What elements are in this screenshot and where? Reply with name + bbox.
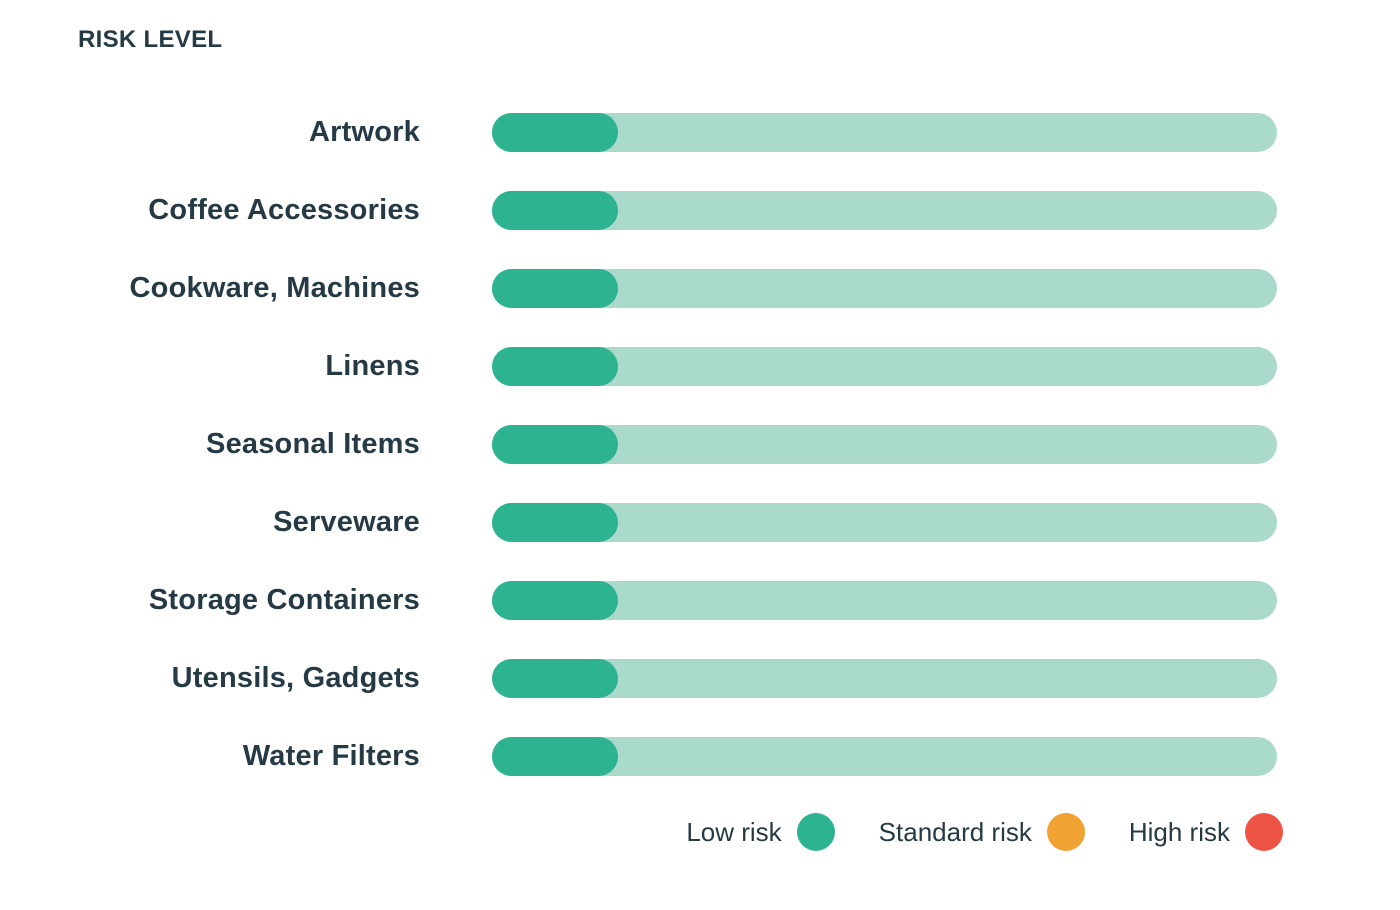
chart-row: Utensils, Gadgets: [0, 659, 1400, 698]
bar-track: [492, 269, 1277, 308]
category-label: Linens: [325, 350, 420, 382]
legend: Low risk Standard risk High risk: [686, 813, 1283, 851]
category-label: Water Filters: [242, 740, 420, 772]
bar-track: [492, 113, 1277, 152]
legend-dot-icon: [1046, 813, 1085, 851]
legend-dot-icon: [796, 813, 835, 851]
chart-row: Water Filters: [0, 737, 1400, 776]
legend-label: Low risk: [686, 816, 782, 847]
chart-row: Linens: [0, 347, 1400, 386]
bar-fill: [492, 659, 618, 698]
legend-dot-icon: [1245, 813, 1283, 851]
chart-row: Coffee Accessories: [0, 191, 1400, 230]
legend-item: Standard risk: [879, 813, 1085, 851]
category-label: Utensils, Gadgets: [171, 662, 420, 694]
legend-label: Standard risk: [878, 816, 1032, 847]
bar-track: [492, 347, 1277, 386]
bar-fill: [492, 113, 618, 152]
legend-label: High risk: [1128, 816, 1230, 847]
bar-track: [492, 659, 1277, 698]
bar-rows: Artwork Coffee Accessories Cookware, Mac…: [0, 113, 1400, 776]
legend-item: High risk: [1129, 813, 1283, 851]
chart-row: Serveware: [0, 503, 1400, 542]
legend-item: Low risk: [686, 813, 835, 851]
bar-fill: [492, 737, 618, 776]
chart-row: Cookware, Machines: [0, 269, 1400, 308]
bar-track: [492, 191, 1277, 230]
bar-track: [492, 581, 1277, 620]
category-label: Serveware: [273, 506, 420, 538]
bar-track: [492, 737, 1277, 776]
category-label: Storage Containers: [148, 584, 420, 616]
category-label: Cookware, Machines: [129, 272, 420, 304]
bar-fill: [492, 191, 618, 230]
bar-track: [492, 425, 1277, 464]
bar-fill: [492, 425, 618, 464]
category-label: Coffee Accessories: [148, 194, 420, 226]
category-label: Artwork: [309, 116, 420, 148]
bar-fill: [492, 269, 618, 308]
bar-fill: [492, 503, 618, 542]
chart-row: Artwork: [0, 113, 1400, 152]
chart-row: Seasonal Items: [0, 425, 1400, 464]
category-label: Seasonal Items: [206, 428, 420, 460]
bar-fill: [492, 581, 618, 620]
chart-row: Storage Containers: [0, 581, 1400, 620]
chart-title: RISK LEVEL: [78, 26, 223, 53]
bar-fill: [492, 347, 618, 386]
bar-track: [492, 503, 1277, 542]
